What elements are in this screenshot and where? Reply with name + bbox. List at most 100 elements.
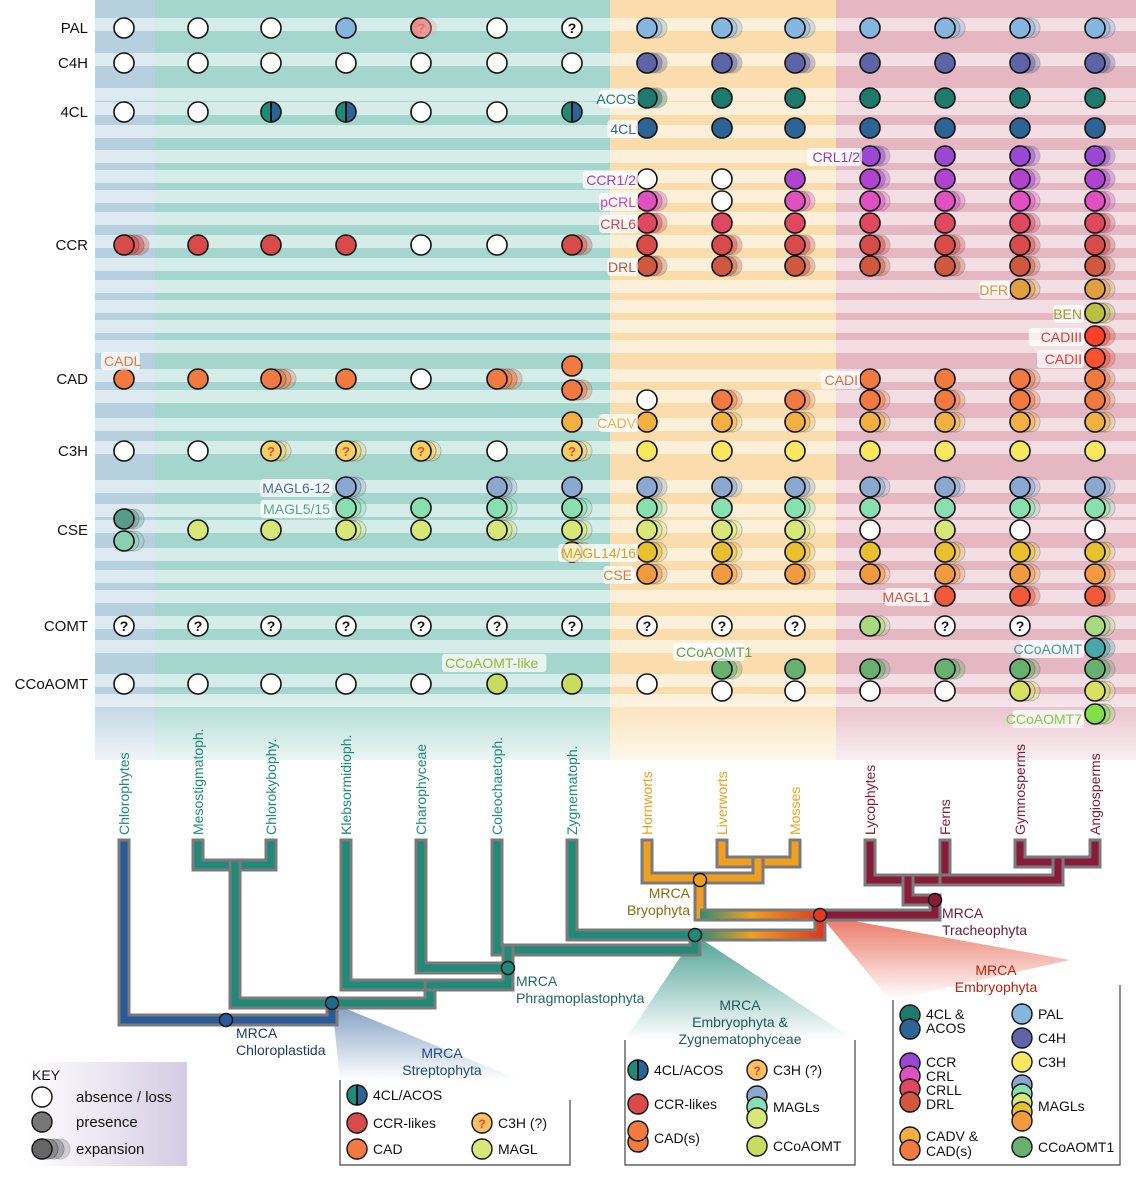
emb-item: CCoAOMT1 xyxy=(1038,1139,1114,1155)
dfr-circle xyxy=(1084,278,1106,300)
subfamily-label-bg xyxy=(1028,328,1084,346)
zygemb-item: CAD(s) xyxy=(654,1130,700,1146)
subfamily-label: CRL6 xyxy=(600,216,636,232)
crl12-circle xyxy=(934,145,956,167)
comt-question xyxy=(1009,615,1031,637)
row-label-comt: COMT xyxy=(44,618,88,635)
acos-circle xyxy=(934,87,956,109)
acos-circle xyxy=(711,87,733,109)
question-mark: ? xyxy=(120,618,129,634)
cad-circle xyxy=(859,389,881,411)
magl-circle xyxy=(636,519,658,541)
pal-expansion xyxy=(1009,17,1031,39)
magl515-circle xyxy=(1009,497,1031,519)
subfamily-label: ACOS xyxy=(596,91,636,107)
magl1416-circle xyxy=(859,541,881,563)
pal-absence xyxy=(260,17,282,39)
magl612-circle xyxy=(561,476,583,498)
ccoaomt1-circle xyxy=(1009,658,1031,680)
c4h-circle xyxy=(1009,52,1031,74)
magl-circle xyxy=(187,519,209,541)
comt-expansion xyxy=(1084,615,1106,637)
drl-circle xyxy=(636,255,658,277)
magl612-circle xyxy=(711,476,733,498)
subfamily-label: CCR1/2 xyxy=(586,172,636,188)
node-zygemb xyxy=(687,927,703,943)
zygemb-c3h-icon xyxy=(746,1059,768,1081)
node-streptophyta xyxy=(324,995,340,1011)
cad-expansion xyxy=(561,379,583,401)
c4h-absence xyxy=(113,52,135,74)
4cl-acos-split-half xyxy=(260,101,272,123)
emb-pal-icon xyxy=(1011,1003,1033,1025)
subfamily-label: CCoAOMT-like xyxy=(445,655,539,671)
cadv-circle xyxy=(784,411,806,433)
question-mark: ? xyxy=(417,20,426,36)
node-label-line: MRCA xyxy=(649,885,691,901)
node-tracheophyta xyxy=(927,892,943,908)
ccoaomt-absence xyxy=(636,673,658,695)
subfamily-label-bg xyxy=(260,500,332,518)
4cl-absence xyxy=(410,101,432,123)
pal-question-shadow xyxy=(417,18,437,38)
row-stripe xyxy=(95,441,1136,454)
question-mark: ? xyxy=(568,20,577,36)
acos-circle xyxy=(784,87,806,109)
pcrl-circle xyxy=(1084,190,1106,212)
emb-ccr-icon xyxy=(899,1091,921,1113)
row-label-ccoaomt: CCoAOMT xyxy=(15,676,88,693)
ccr-circle xyxy=(636,234,658,256)
cadv-circle xyxy=(1084,411,1106,433)
drl-circle xyxy=(1084,255,1106,277)
zygemb-4cl-half xyxy=(627,1059,639,1081)
ccr12-circle xyxy=(1084,168,1106,190)
subfamily-label: MAGL6-12 xyxy=(262,480,330,496)
magl1416-circle xyxy=(636,541,658,563)
comt-question xyxy=(260,615,282,637)
ccoaomt-expansion xyxy=(1084,680,1106,702)
branch-setaphyta-shadow xyxy=(693,855,765,922)
node-label-line: MRCA xyxy=(942,905,984,921)
comt-question xyxy=(636,615,658,637)
cad-circle xyxy=(1084,389,1106,411)
cad-circle xyxy=(934,389,956,411)
c4h-circle xyxy=(636,52,658,74)
emb-c3h-icon xyxy=(1011,1051,1033,1073)
acos-circle xyxy=(636,87,658,109)
row-label-ccr: CCR xyxy=(56,237,89,254)
ccr12-circle xyxy=(1009,168,1031,190)
subfamily-label-bg xyxy=(101,352,140,370)
magl612-circle xyxy=(636,476,658,498)
node-bryophyta xyxy=(692,872,708,888)
branch-coleo xyxy=(493,841,699,954)
emb-cad-icon xyxy=(899,1139,921,1161)
subfamily-label-bg xyxy=(260,479,332,497)
magl515-circle xyxy=(859,497,881,519)
c4h-absence xyxy=(486,52,508,74)
emb-item: CCR xyxy=(926,1054,956,1070)
question-mark: ? xyxy=(417,618,426,634)
question-mark: ? xyxy=(194,618,203,634)
question-mark: ? xyxy=(493,618,502,634)
ccr-circle xyxy=(859,234,881,256)
cadv-circle xyxy=(636,411,658,433)
strepto-4cl-half xyxy=(346,1084,358,1106)
key-item-label: presence xyxy=(76,1114,138,1131)
magl515-circle xyxy=(561,497,583,519)
c3h-question-mark: ? xyxy=(267,444,275,459)
magl1-circle xyxy=(934,585,956,607)
ccr-presence xyxy=(260,234,282,256)
cadi-circle xyxy=(934,368,956,390)
cad-absence xyxy=(636,389,658,411)
comt-question xyxy=(113,615,135,637)
strepto-item: C3H (?) xyxy=(498,1115,547,1131)
subfamily-label: CADI xyxy=(825,372,858,388)
row-stripe xyxy=(95,590,1136,603)
ccr-absence xyxy=(410,234,432,256)
pal-puzzle xyxy=(859,17,881,39)
row-label-cse: CSE xyxy=(57,522,88,539)
magl-absence xyxy=(1084,519,1106,541)
c3h-question-mark: ? xyxy=(568,444,576,459)
magl612-circle xyxy=(1009,476,1031,498)
subfamily-label: BEN xyxy=(1053,306,1082,322)
